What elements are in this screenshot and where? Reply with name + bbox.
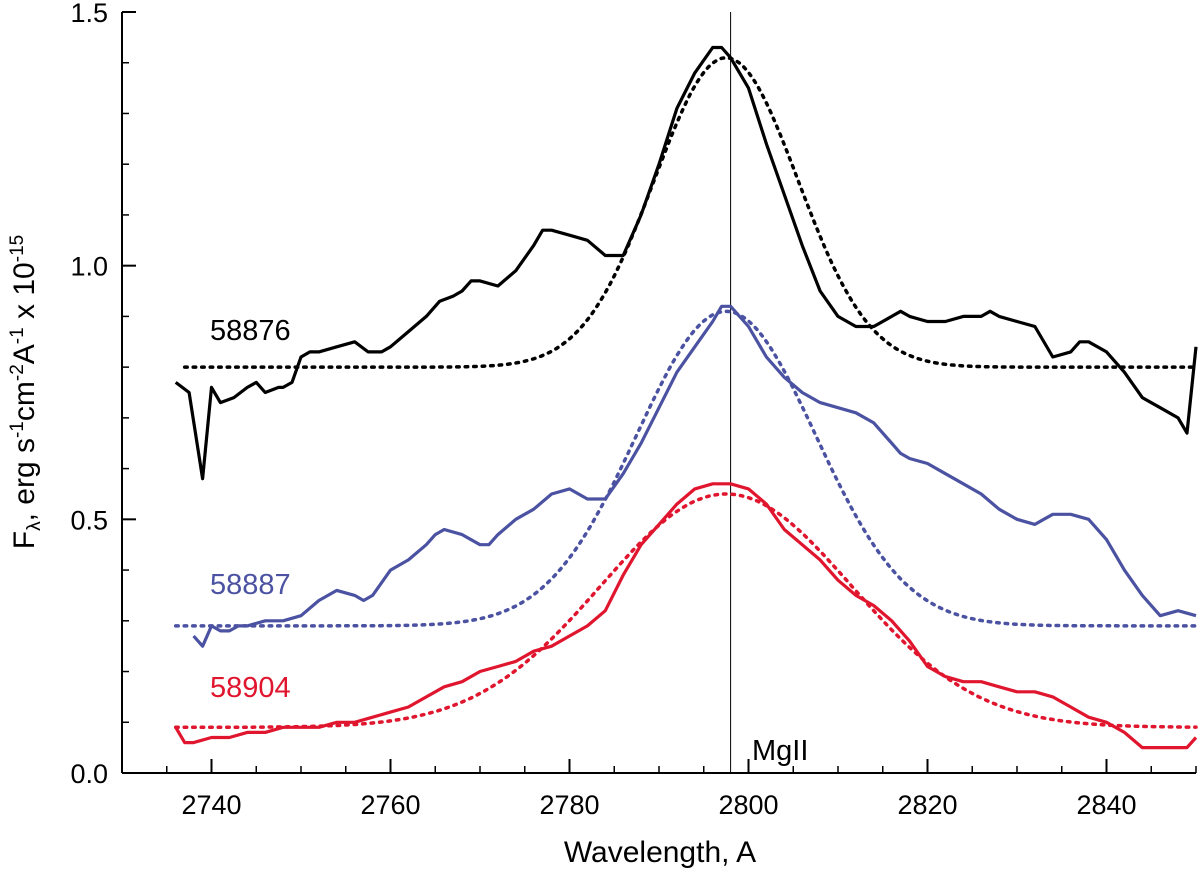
x-ticks: 2740 2760 2780 2800 2820 2840 bbox=[166, 759, 1197, 820]
y-label-erg: , erg s bbox=[8, 438, 41, 521]
y-axis-label: Fλ, erg s-1cm-2A-1 x 10-15 bbox=[7, 235, 45, 549]
series-label-58904: 58904 bbox=[210, 672, 291, 704]
y-tick-label: 0.0 bbox=[70, 759, 108, 789]
y-label-cm: cm bbox=[8, 381, 41, 421]
x-tick-label: 2800 bbox=[718, 790, 778, 820]
y-label-ang: A bbox=[8, 344, 41, 364]
spectrum-line-58876 bbox=[174, 45, 1198, 481]
series-layer bbox=[173, 45, 1198, 750]
y-tick-label: 1.5 bbox=[70, 0, 108, 28]
fit-line-58887 bbox=[173, 309, 1198, 628]
x-tick-label: 2820 bbox=[897, 790, 957, 820]
y-label-exp2: -2 bbox=[7, 364, 28, 381]
y-ticks: 0.0 0.5 1.0 1.5 bbox=[70, 0, 136, 789]
x-tick-label: 2780 bbox=[539, 790, 599, 820]
plot-area: 2740 2760 2780 2800 2820 2840 0.0 0.5 1.0 1.5 bbox=[70, 0, 1198, 820]
x-tick-label: 2740 bbox=[181, 790, 241, 820]
y-label-f: F bbox=[8, 531, 41, 549]
x-tick-label: 2760 bbox=[360, 790, 420, 820]
series-label-58887: 58887 bbox=[210, 569, 291, 601]
y-label-times: x 10 bbox=[8, 262, 41, 327]
y-label-lambda: λ bbox=[24, 521, 45, 531]
y-label-exp1: -1 bbox=[7, 421, 28, 438]
spectrum-line-58904 bbox=[174, 482, 1198, 750]
series-label-58876: 58876 bbox=[210, 315, 291, 347]
y-label-exp3: -1 bbox=[7, 327, 28, 344]
y-tick-label: 0.5 bbox=[70, 505, 108, 535]
mgii-label: MgII bbox=[752, 735, 808, 767]
fit-line-58904 bbox=[173, 492, 1198, 730]
fit-line-58876 bbox=[182, 55, 1198, 369]
x-axis-label: Wavelength, A bbox=[564, 836, 756, 869]
spectrum-line-58887 bbox=[192, 304, 1197, 648]
y-label-exp4: -15 bbox=[7, 235, 28, 262]
y-tick-label: 1.0 bbox=[70, 252, 108, 282]
x-tick-label: 2840 bbox=[1076, 790, 1136, 820]
